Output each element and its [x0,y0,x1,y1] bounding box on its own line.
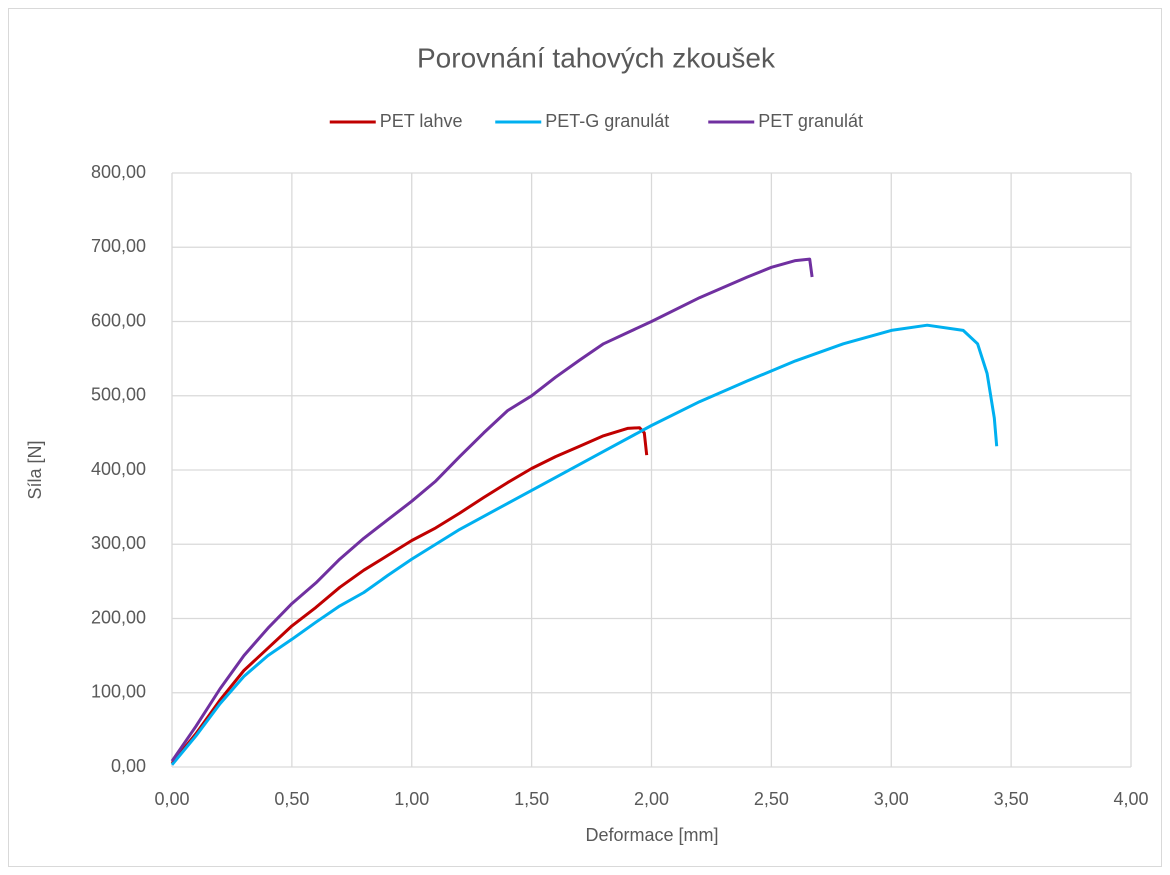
x-tick-label: 2,00 [634,789,669,809]
chart-border [8,8,1162,867]
x-tick-label: 0,50 [274,789,309,809]
x-tick-label: 1,50 [514,789,549,809]
y-tick-label: 700,00 [91,236,146,256]
x-tick-label: 3,00 [874,789,909,809]
x-tick-label: 4,00 [1113,789,1148,809]
x-tick-label: 0,00 [154,789,189,809]
y-tick-label: 100,00 [91,682,146,702]
x-tick-label: 3,50 [994,789,1029,809]
y-tick-label: 500,00 [91,385,146,405]
x-tick-label: 1,00 [394,789,429,809]
y-tick-label: 800,00 [91,162,146,182]
y-tick-label: 600,00 [91,310,146,330]
y-axis-title: Síla [N] [25,440,45,499]
legend-label: PET lahve [380,111,463,131]
y-tick-label: 0,00 [111,756,146,776]
legend-label: PET-G granulát [545,111,669,131]
y-tick-label: 300,00 [91,533,146,553]
x-tick-label: 2,50 [754,789,789,809]
series-line [170,426,649,765]
series-line [170,323,999,766]
chart-title: Porovnání tahových zkoušek [417,42,776,73]
legend-label: PET granulát [758,111,863,131]
y-tick-label: 200,00 [91,607,146,627]
series-line [170,257,814,762]
y-tick-label: 400,00 [91,459,146,479]
x-axis-title: Deformace [mm] [585,825,718,845]
